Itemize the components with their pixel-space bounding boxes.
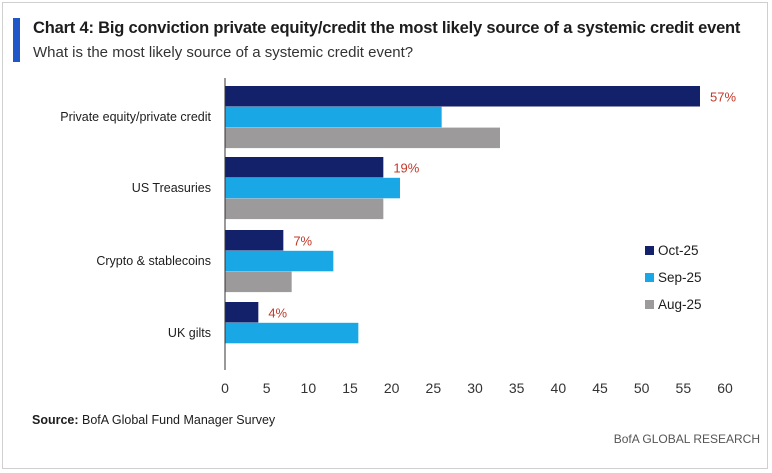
x-tick-label: 55 xyxy=(676,380,692,396)
legend-label: Oct-25 xyxy=(658,243,699,258)
x-tick-label: 40 xyxy=(551,380,567,396)
bar-aug-25-0 xyxy=(225,127,500,149)
x-tick-label: 5 xyxy=(263,380,271,396)
chart-title: Chart 4: Big conviction private equity/c… xyxy=(33,19,741,37)
legend-label: Aug-25 xyxy=(658,297,702,312)
legend-swatch-aug-25 xyxy=(645,300,654,309)
bar-sep-25-3 xyxy=(225,322,359,344)
bar-sep-25-2 xyxy=(225,250,334,272)
data-label: 4% xyxy=(268,306,287,321)
bar-sep-25-1 xyxy=(225,177,400,199)
bar-oct-25-2 xyxy=(225,230,284,251)
bar-oct-25-1 xyxy=(225,157,384,178)
bar-aug-25-1 xyxy=(225,198,384,220)
legend-swatch-oct-25 xyxy=(645,246,654,255)
chart-subtitle: What is the most likely source of a syst… xyxy=(33,44,414,61)
category-label: US Treasuries xyxy=(132,181,211,195)
title-accent-bar xyxy=(13,18,20,62)
source-note: Source: BofA Global Fund Manager Survey xyxy=(32,413,275,427)
chart-frame xyxy=(2,2,768,469)
bar-oct-25-3 xyxy=(225,302,259,323)
x-tick-label: 45 xyxy=(592,380,608,396)
x-tick-label: 25 xyxy=(426,380,442,396)
category-label: Private equity/private credit xyxy=(60,110,211,124)
x-tick-label: 30 xyxy=(467,380,483,396)
brand-label: BofA GLOBAL RESEARCH xyxy=(613,432,760,446)
bar-aug-25-2 xyxy=(225,271,292,293)
legend-swatch-sep-25 xyxy=(645,273,654,282)
category-label: UK gilts xyxy=(168,326,211,340)
x-tick-label: 20 xyxy=(384,380,400,396)
source-text: BofA Global Fund Manager Survey xyxy=(78,413,276,427)
x-tick-label: 10 xyxy=(301,380,317,396)
x-tick-label: 15 xyxy=(342,380,358,396)
x-tick-label: 50 xyxy=(634,380,650,396)
x-tick-label: 35 xyxy=(509,380,525,396)
legend-label: Sep-25 xyxy=(658,270,702,285)
data-label: 7% xyxy=(293,234,312,249)
data-label: 19% xyxy=(393,161,419,176)
category-label: Crypto & stablecoins xyxy=(96,254,211,268)
bar-sep-25-0 xyxy=(225,106,442,128)
source-prefix: Source: xyxy=(32,413,79,427)
x-tick-label: 0 xyxy=(221,380,229,396)
bar-oct-25-0 xyxy=(225,86,700,107)
data-label: 57% xyxy=(710,90,736,105)
x-tick-label: 60 xyxy=(717,380,733,396)
